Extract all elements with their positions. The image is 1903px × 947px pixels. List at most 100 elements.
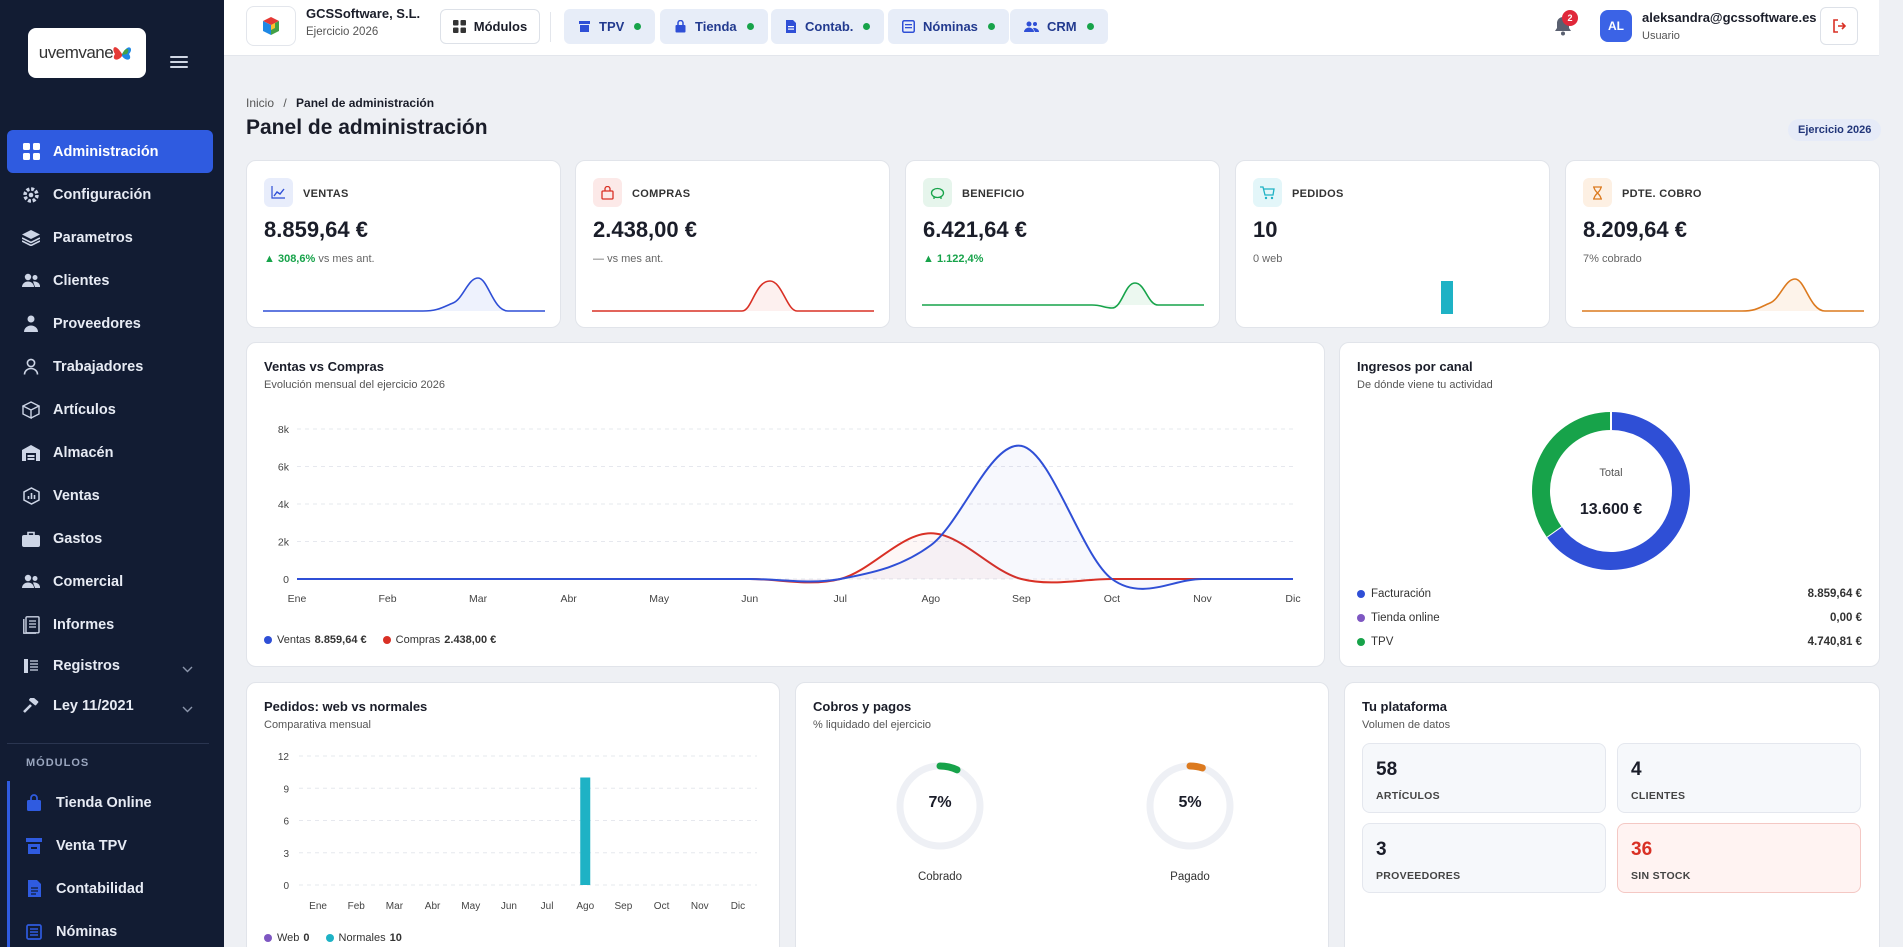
payments-card: Cobros y pagos % liquidado del ejercicio… <box>795 682 1329 947</box>
sidebar: uvemvane Administración Configuración Para… <box>0 0 224 947</box>
kpi-card-compras: COMPRAS 2.438,00 € — vs mes ant. <box>575 160 890 328</box>
topbar: GCSSoftware, S.L. Ejercicio 2026 Módulos… <box>224 0 1879 56</box>
kpi-sparkline <box>1582 278 1864 312</box>
x-tick-label: Ene <box>309 901 327 912</box>
card-subtitle: Volumen de datos <box>1362 719 1451 731</box>
x-tick-label: Sep <box>1012 593 1031 605</box>
channel-name: Facturación <box>1371 588 1432 600</box>
pill-crm[interactable]: CRM <box>1010 9 1108 44</box>
series-area <box>297 445 1293 589</box>
sidebar-item-informes[interactable]: Informes <box>7 603 213 646</box>
kpi-delta-note: vs mes ant. <box>318 253 375 265</box>
x-tick-label: Oct <box>1104 593 1120 605</box>
donut-total-label: Total <box>1599 467 1623 479</box>
gauge-cobrado <box>896 762 984 850</box>
sales-line-chart: 0 2k 4k 6k 8k Ene Feb Mar Abr May Jun Jul Ago Sep Oct N… <box>278 424 1301 605</box>
donut-total-value: 13.600 € <box>1579 501 1643 518</box>
avatar[interactable]: AL <box>1600 10 1632 42</box>
y-tick-label: 0 <box>283 574 289 586</box>
modules-section-title: MÓDULOS <box>26 757 90 769</box>
stat-value: 36 <box>1631 839 1653 860</box>
sidebar-item-label: Configuración <box>53 186 152 203</box>
kpi-value: 6.421,64 € <box>923 217 1027 242</box>
sidebar-item-gastos[interactable]: Gastos <box>7 517 213 560</box>
stat-value: 58 <box>1376 759 1398 780</box>
x-tick-label: Abr <box>560 593 577 605</box>
pill-label: Nóminas <box>923 19 978 34</box>
sidebar-modules: Tienda Online Venta TPV Contabilidad Nómina… <box>7 781 213 947</box>
module-item-4[interactable]: Nóminas <box>7 910 213 947</box>
pill-tienda[interactable]: Tienda <box>660 9 768 44</box>
stat-sin-stock[interactable]: 36 SIN STOCK <box>1617 823 1861 893</box>
user-info[interactable]: aleksandra@gcssoftware.es Usuario <box>1642 10 1817 42</box>
x-tick-label: May <box>461 901 480 912</box>
platform-card: Tu plataforma Volumen de datos 58 ARTÍCUL… <box>1344 682 1880 947</box>
sidebar-item-label: Artículos <box>53 401 116 418</box>
sidebar-item-proveedores[interactable]: Proveedores <box>7 302 213 345</box>
briefcase-icon <box>21 529 41 549</box>
stat-clientes[interactable]: 4 CLIENTES <box>1617 743 1861 813</box>
x-tick-label: May <box>649 593 670 605</box>
x-tick-label: Abr <box>425 901 441 912</box>
kpi-value: 2.438,00 € <box>593 217 697 242</box>
logout-button[interactable] <box>1820 7 1858 45</box>
module-item-3[interactable]: Contabilidad <box>7 867 213 910</box>
modules-button[interactable]: Módulos <box>440 9 540 44</box>
sidebar-item-clientes[interactable]: Clientes <box>7 259 213 302</box>
sidebar-item-label: Parametros <box>53 229 133 246</box>
stat-proveedores[interactable]: 3 PROVEEDORES <box>1362 823 1606 893</box>
kpi-delta: ▲ 308,6% vs mes ant. <box>264 253 375 265</box>
sidebar-item-almacén[interactable]: Almacén <box>7 431 213 474</box>
sidebar-item-label: Almacén <box>53 444 114 461</box>
sidebar-item-parametros[interactable]: Parametros <box>7 216 213 259</box>
gear-icon <box>21 185 41 205</box>
card-title: Tu plataforma <box>1362 699 1447 714</box>
chevron-down-icon[interactable] <box>182 701 193 717</box>
pill-contab[interactable]: Contab. <box>771 9 885 44</box>
y-tick-label: 9 <box>283 784 289 795</box>
stat-articulos[interactable]: 58 ARTÍCULOS <box>1362 743 1606 813</box>
module-item-1[interactable]: Tienda Online <box>7 781 213 824</box>
status-dot <box>987 23 995 30</box>
status-dot <box>746 23 754 30</box>
sidebar-item-comercial[interactable]: Comercial <box>7 560 213 603</box>
card-subtitle: Comparativa mensual <box>264 719 371 731</box>
channel-row: TPV 4.740,81 € <box>1357 636 1862 648</box>
x-tick-label: Nov <box>1193 593 1212 605</box>
sidebar-item-artículos[interactable]: Artículos <box>7 388 213 431</box>
gauge-value: 5% <box>1178 794 1202 811</box>
x-tick-label: Ago <box>921 593 940 605</box>
sidebar-item-administración[interactable]: Administración <box>7 130 213 173</box>
pill-label: Tienda <box>695 19 737 34</box>
card-title: Ventas vs Compras <box>264 359 384 374</box>
legend-total: 10 <box>389 932 402 944</box>
sidebar-nav: Administración Configuración Parametros Cli… <box>7 130 213 726</box>
card-subtitle: Evolución mensual del ejercicio 2026 <box>264 379 445 391</box>
sidebar-item-registros[interactable]: Registros <box>7 646 213 686</box>
pill-nominas[interactable]: Nóminas <box>888 9 1009 44</box>
module-item-2[interactable]: Venta TPV <box>7 824 213 867</box>
sidebar-item-configuración[interactable]: Configuración <box>7 173 213 216</box>
menu-toggle-icon[interactable] <box>170 56 188 70</box>
sidebar-item-trabajadores[interactable]: Trabajadores <box>7 345 213 388</box>
butterfly-icon <box>113 47 132 60</box>
orders-chart-legend: Web 0 Normales 10 <box>264 932 418 944</box>
sidebar-item-ley-11-2021[interactable]: Ley 11/2021 <box>7 686 213 726</box>
company-logo[interactable] <box>246 6 296 46</box>
chevron-down-icon[interactable] <box>182 661 193 677</box>
sidebar-item-ventas[interactable]: Ventas <box>7 474 213 517</box>
slice-gap <box>1546 525 1562 538</box>
sidebar-item-label: Informes <box>53 616 115 633</box>
gauge-fill <box>1186 762 1206 772</box>
kpi-label: BENEFICIO <box>962 188 1025 200</box>
brand-logo-text: uvemvane <box>38 43 114 62</box>
breadcrumb-home[interactable]: Inicio <box>246 96 275 110</box>
kpi-label: COMPRAS <box>632 188 691 200</box>
fiscal-year: Ejercicio 2026 <box>306 26 379 38</box>
cart-icon <box>1253 178 1282 207</box>
chart-icon <box>21 486 41 506</box>
brand-logo[interactable]: uvemvane <box>28 28 146 78</box>
warehouse-icon <box>21 443 41 463</box>
pill-tpv[interactable]: TPV <box>564 9 656 44</box>
channel-value: 0,00 € <box>1830 612 1862 624</box>
